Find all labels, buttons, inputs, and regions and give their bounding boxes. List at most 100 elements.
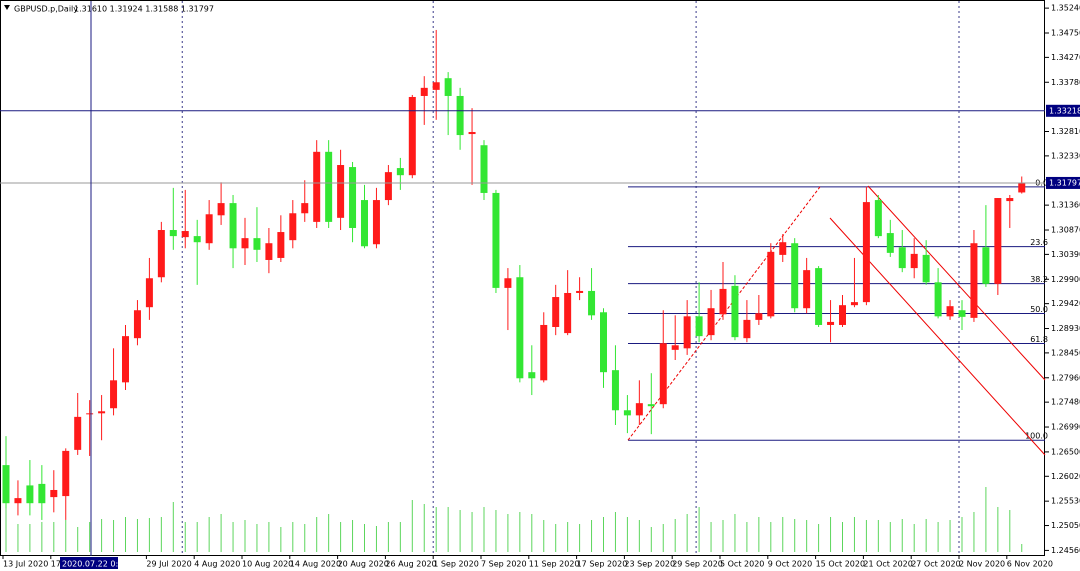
candle-body	[671, 345, 679, 350]
candle-body	[241, 238, 249, 249]
candle-body	[1018, 182, 1026, 193]
candle-body	[767, 251, 775, 317]
channel-line	[867, 185, 1046, 381]
fib-label: 38.2	[1030, 275, 1048, 284]
candle-body	[659, 343, 667, 405]
x-tick-label: 11 Sep 2020	[529, 560, 580, 569]
crosshair-price-box	[1046, 104, 1080, 117]
x-tick-label: 4 Aug 2020	[194, 560, 240, 569]
candle-body	[695, 316, 703, 337]
candle-body	[946, 306, 954, 317]
fib-label: 100.0	[1025, 432, 1048, 441]
candle-body	[277, 232, 285, 258]
x-tick-label: 29 Jul 2020	[146, 560, 191, 569]
candle-body	[420, 87, 428, 96]
x-tick-label: 21 Oct 2020	[863, 560, 912, 569]
y-tick-label: 1.32810	[1051, 127, 1080, 136]
x-tick-label: 20 Aug 2020	[338, 560, 389, 569]
candle-body	[564, 292, 572, 334]
y-tick-label: 1.34750	[1051, 29, 1080, 38]
candle-body	[62, 450, 70, 497]
candle-body	[289, 213, 297, 241]
bid-price-box	[1046, 176, 1080, 189]
candle-body	[839, 305, 846, 325]
candle-body	[982, 247, 990, 284]
candle-body	[719, 288, 727, 315]
candle-body	[910, 253, 918, 269]
candle-body	[384, 172, 392, 201]
candle-body	[337, 165, 345, 218]
y-tick-label: 1.29420	[1051, 299, 1080, 308]
candle-body	[217, 203, 225, 216]
candle-body	[86, 413, 94, 415]
candle-body	[623, 410, 631, 416]
y-tick-label: 1.30390	[1051, 250, 1080, 259]
x-tick-label: 29 Sep 2020	[672, 560, 723, 569]
ohlc-label: 1.31610 1.31924 1.31588 1.31797	[74, 5, 214, 14]
candle-body	[38, 483, 46, 504]
candle-body	[122, 336, 129, 383]
x-tick-label: 2 Nov 2020	[959, 560, 1005, 569]
candle-body	[731, 285, 739, 338]
candle-body	[600, 312, 607, 373]
candle-body	[862, 202, 870, 303]
y-tick-label: 1.28930	[1051, 324, 1080, 333]
candle-body	[970, 243, 978, 318]
candle-body	[504, 278, 512, 288]
candle-body	[850, 302, 858, 306]
candle-body	[707, 308, 715, 336]
fib-label: 50.0	[1030, 305, 1048, 314]
candle-body	[432, 82, 440, 90]
candle-body	[396, 168, 404, 176]
candle-body	[934, 282, 942, 317]
bid-price-box-label: 1.31797	[1049, 178, 1080, 187]
candle-body	[635, 403, 643, 416]
candle-body	[193, 236, 201, 243]
candle-body	[74, 416, 82, 450]
x-tick-label: 26 Aug 2020	[385, 560, 436, 569]
candle-body	[98, 411, 106, 414]
y-tick-label: 1.26500	[1051, 447, 1080, 456]
menu-triangle[interactable]	[4, 5, 10, 10]
x-tick-label: 14 Aug 2020	[290, 560, 341, 569]
x-tick-label: 10 Aug 2020	[242, 560, 293, 569]
crosshair-time-box	[60, 557, 118, 569]
candle-body	[145, 278, 153, 308]
x-tick-label: 7 Sep 2020	[481, 560, 527, 569]
y-tick-label: 1.31360	[1051, 201, 1080, 210]
candle-body	[361, 200, 368, 247]
candle-body	[14, 498, 22, 504]
y-tick-label: 1.34270	[1051, 53, 1080, 62]
y-tick-label: 1.27960	[1051, 373, 1080, 382]
x-tick-label: 27 Oct 2020	[911, 560, 960, 569]
x-tick-label: 17 Sep 2020	[577, 560, 628, 569]
y-tick-label: 1.35240	[1051, 4, 1080, 13]
x-tick-label: 9 Oct 2020	[768, 560, 812, 569]
y-tick-label: 1.30870	[1051, 226, 1080, 235]
candle-body	[50, 489, 58, 498]
y-tick-label: 1.29900	[1051, 275, 1080, 284]
candle-body	[576, 290, 584, 293]
candle-body	[683, 316, 691, 349]
candle-body	[492, 192, 500, 288]
y-tick-label: 1.33780	[1051, 78, 1080, 87]
candle-body	[181, 231, 189, 238]
x-tick-label: 13 Jul 2020	[3, 560, 48, 569]
candle-body	[540, 324, 548, 381]
candle-body	[313, 151, 321, 222]
candle-body	[229, 203, 237, 249]
candle-body	[133, 310, 141, 339]
candle-body	[110, 380, 118, 409]
candle-body	[444, 78, 452, 96]
y-tick-label: 1.32330	[1051, 151, 1080, 160]
candle-body	[480, 145, 488, 193]
candle-body	[265, 243, 273, 260]
candle-body	[157, 230, 165, 278]
candle-body	[874, 200, 882, 237]
candle-body	[803, 270, 811, 309]
candle-body	[408, 96, 416, 176]
candle-body	[301, 203, 309, 214]
x-tick-label: 15 Oct 2020	[816, 560, 865, 569]
